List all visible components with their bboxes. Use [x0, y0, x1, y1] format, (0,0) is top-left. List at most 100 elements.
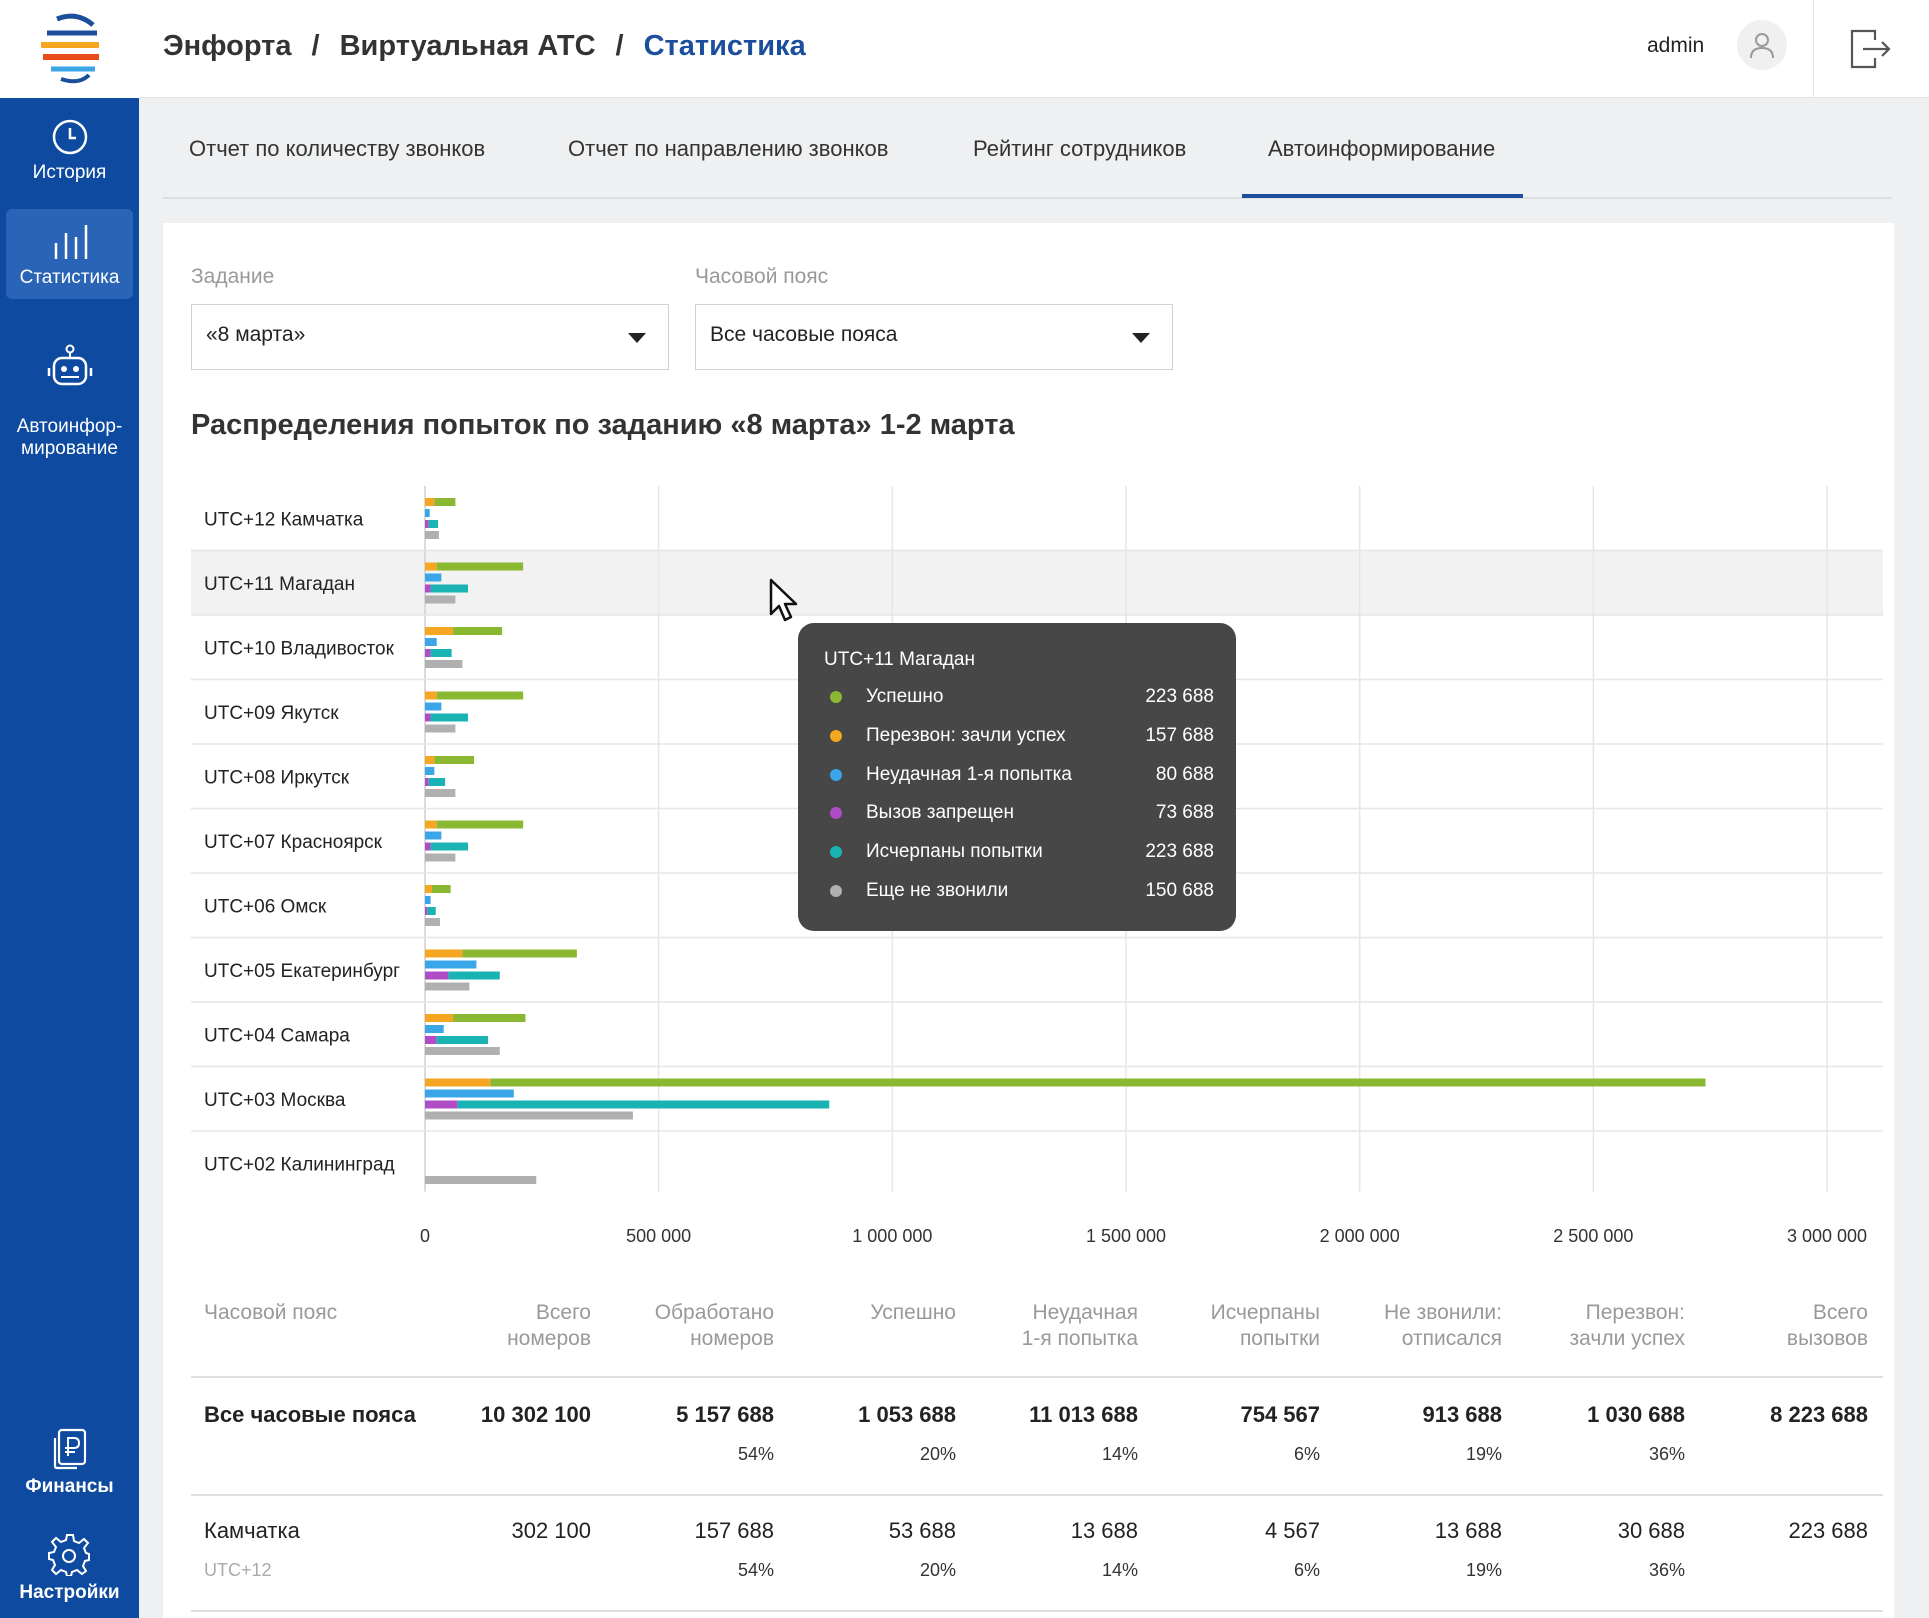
bar-success: [434, 498, 456, 506]
task-select[interactable]: «8 марта»: [191, 304, 669, 370]
table-divider: [191, 1376, 1883, 1378]
bar-recall: [425, 820, 437, 829]
sidebar-item-label: Автоинфор- мирование: [16, 416, 123, 459]
bar-failed-first: [425, 702, 442, 711]
bar-forbidden: [425, 842, 431, 851]
bar-success: [453, 1014, 526, 1022]
tab-employee-rating[interactable]: Рейтинг сотрудников: [973, 136, 1187, 161]
table-cell: 30 688: [1617, 1518, 1685, 1543]
chevron-down-icon: [1132, 333, 1150, 343]
category-label: UTC+12 Камчатка: [204, 509, 364, 530]
header-divider: [1813, 0, 1814, 98]
table-cell: 4 567: [1264, 1518, 1320, 1543]
tooltip-row: Успешно 223 688: [824, 684, 1214, 710]
bar-recall: [425, 756, 435, 764]
category-label: UTC+04 Самара: [204, 1025, 350, 1046]
user-name[interactable]: admin: [1647, 34, 1705, 57]
breadcrumb-item[interactable]: Энфорта: [163, 30, 292, 62]
column-header: Всего вызовов: [1786, 1301, 1868, 1350]
bar-not-called: [425, 1047, 500, 1055]
sidebar-item-label: Статистика: [19, 267, 120, 288]
avatar[interactable]: [1737, 20, 1787, 70]
chevron-down-icon: [628, 333, 646, 343]
column-header: Неудачная 1-я попытка: [1021, 1301, 1138, 1350]
bar-success: [490, 1078, 1706, 1087]
clock-icon: [52, 119, 87, 155]
table-cell: 754 567: [1240, 1402, 1320, 1427]
category-label: UTC+05 Екатеринбург: [204, 961, 400, 982]
table-cell-percent: 19%: [1465, 1560, 1502, 1580]
table-cell-percent: 36%: [1648, 1444, 1685, 1464]
column-header: Часовой пояс: [204, 1301, 338, 1324]
bar-exhausted: [428, 520, 439, 528]
table-cell: 223 688: [1788, 1518, 1868, 1543]
bar-not-called: [425, 724, 456, 733]
bar-exhausted: [427, 907, 436, 915]
breadcrumb-separator: /: [311, 30, 320, 62]
report-tabs: Отчет по количеству звонков Отчет по нап…: [163, 98, 1892, 199]
tooltip-row: Перезвон: зачли успех 157 688: [824, 723, 1214, 749]
tooltip-row: Исчерпаны попытки 223 688: [824, 839, 1214, 865]
tooltip-value: 150 688: [1145, 880, 1214, 901]
tab-autoinform[interactable]: Автоинформирование: [1268, 136, 1496, 161]
tab-calls-direction[interactable]: Отчет по направлению звонков: [568, 136, 889, 161]
sidebar-item-autoinform[interactable]: Автоинфор- мирование: [6, 322, 133, 459]
x-tick-label: 1 000 000: [852, 1226, 932, 1246]
header: Энфорта / Виртуальная АТС / Статистика admin: [139, 0, 1929, 98]
column-header: Обработано номеров: [654, 1301, 774, 1350]
bar-recall: [425, 885, 433, 893]
bar-failed-first: [425, 1089, 514, 1098]
breadcrumb-item[interactable]: Виртуальная АТС: [339, 30, 596, 62]
tooltip-value: 223 688: [1145, 841, 1214, 863]
user-icon: [1750, 33, 1774, 59]
tooltip-value: 157 688: [1145, 724, 1214, 746]
table-cell: 1 030 688: [1587, 1402, 1685, 1427]
bar-recall: [425, 949, 463, 958]
bar-not-called: [425, 1111, 633, 1120]
legend-dot-icon: [830, 729, 842, 742]
table-cell: 11 013 688: [1029, 1402, 1138, 1427]
column-header: Перезвон: зачли успех: [1569, 1301, 1685, 1350]
bar-exhausted: [430, 713, 468, 722]
bar-forbidden: [425, 520, 429, 528]
table-cell: 302 100: [511, 1518, 591, 1543]
bar-recall: [425, 627, 454, 635]
sidebar-item-statistics[interactable]: Статистика: [6, 209, 133, 299]
sidebar-item-settings[interactable]: Настройки: [6, 1532, 133, 1612]
sidebar-item-history[interactable]: История: [6, 118, 133, 194]
x-tick-label: 3 000 000: [1787, 1226, 1867, 1246]
category-label: UTC+08 Иркутск: [204, 767, 350, 788]
bar-chart-icon: [54, 225, 87, 259]
active-tab-indicator: [1242, 194, 1523, 198]
sidebar-item-finance[interactable]: Финансы: [6, 1428, 133, 1508]
table-divider: [191, 1494, 1883, 1496]
tooltip-label: Вызов запрещен: [866, 802, 1014, 824]
bar-failed-first: [425, 1025, 444, 1033]
enforta-logo[interactable]: [0, 0, 139, 98]
table-cell-percent: 6%: [1293, 1560, 1320, 1580]
tab-calls-count[interactable]: Отчет по количеству звонков: [189, 136, 486, 161]
tooltip-label: Неудачная 1-я попытка: [866, 763, 1072, 785]
bar-failed-first: [425, 767, 435, 775]
table-cell: 13 688: [1434, 1518, 1502, 1543]
bar-failed-first: [425, 831, 442, 840]
category-label: UTC+11 Магадан: [204, 574, 355, 595]
sidebar-item-label: Финансы: [25, 1476, 114, 1497]
category-label: UTC+09 Якутск: [204, 703, 339, 724]
bar-success: [453, 627, 503, 635]
bar-failed-first: [425, 896, 431, 904]
bar-failed-first: [425, 573, 442, 582]
timezone-select[interactable]: Все часовые пояса: [695, 304, 1173, 370]
column-header: Всего номеров: [507, 1301, 591, 1350]
bar-not-called: [425, 531, 440, 539]
category-label: UTC+07 Красноярск: [204, 832, 383, 853]
table-row-name: Все часовые пояса: [204, 1402, 416, 1427]
legend-dot-icon: [830, 768, 842, 781]
bar-exhausted: [430, 842, 468, 851]
bar-success: [436, 562, 524, 571]
bar-not-called: [425, 789, 456, 797]
task-filter-label: Задание: [191, 265, 275, 288]
x-tick-label: 2 000 000: [1320, 1226, 1400, 1246]
tooltip-value: 80 688: [1155, 763, 1214, 785]
logout-icon[interactable]: [1849, 28, 1893, 70]
